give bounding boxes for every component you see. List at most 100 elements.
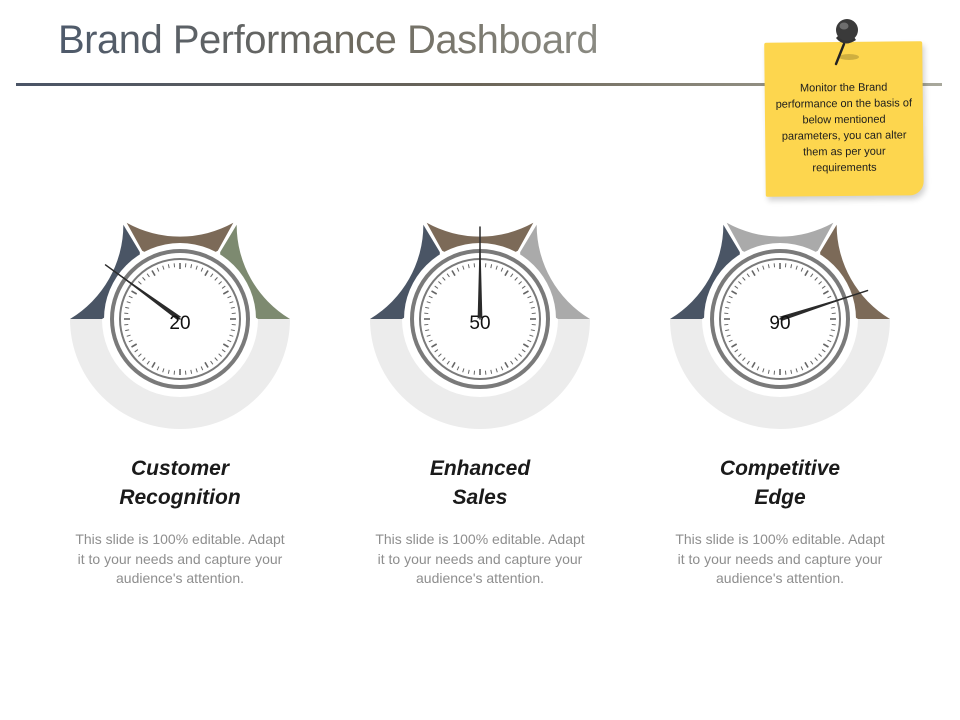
gauge-tick — [814, 357, 818, 361]
gauge-tick — [125, 306, 130, 309]
gauge-tick — [821, 349, 826, 353]
gauge-tick — [451, 270, 456, 277]
gauge-tick — [434, 285, 439, 289]
gauge-tick — [725, 329, 730, 332]
gauge-tick — [822, 290, 829, 295]
gauge-lower-ring — [70, 319, 290, 429]
gauge-tick — [490, 369, 493, 374]
gauge-tick — [830, 306, 835, 309]
gauge-description: This slide is 100% editable. Adapt it to… — [75, 531, 285, 586]
gauge-tick — [167, 369, 170, 374]
gauge-tick — [830, 329, 835, 332]
gauge-tick — [530, 306, 535, 309]
gauge-tick — [810, 273, 814, 278]
gauge-tick — [442, 277, 446, 281]
gauge-tick — [431, 343, 438, 348]
gauge-tick — [162, 265, 165, 270]
gauge-tick — [204, 270, 209, 277]
gauge-tick — [128, 295, 133, 299]
gauge-tick — [731, 290, 738, 295]
gauge-tick — [467, 264, 470, 269]
gauge-tick — [426, 301, 431, 304]
gauge-tick — [131, 290, 138, 295]
gauge-tick — [725, 306, 730, 309]
gauge-tick — [814, 277, 818, 281]
gauge-tick — [190, 369, 193, 374]
gauge-tick — [500, 267, 504, 272]
gauge-tick — [230, 329, 235, 332]
gauge-tick — [229, 301, 234, 304]
gauge-tick — [138, 353, 142, 357]
gauge-tick — [222, 343, 229, 348]
pushpin-icon — [834, 19, 859, 66]
gauge-heading: Competitive Edge — [670, 454, 890, 512]
gauge-tick — [146, 273, 150, 278]
gauge-tick — [446, 273, 450, 278]
gauge-tick — [529, 334, 534, 337]
gauge-tick — [746, 360, 750, 365]
gauge-tick — [527, 339, 532, 343]
gauge-tick — [425, 306, 430, 309]
gauge-tick — [827, 295, 832, 299]
gauge-heading-line: Sales — [452, 486, 508, 509]
gauge-tick — [527, 295, 532, 299]
gauge-tick — [126, 334, 131, 337]
gauge-tick — [504, 361, 509, 368]
page-title: Brand Performance Dashboard — [58, 14, 599, 66]
gauge-lower-ring — [670, 319, 890, 429]
gauge-lower-ring — [370, 319, 590, 429]
gauge-tick — [456, 267, 460, 272]
gauge-enhanced-sales: 50 — [365, 204, 595, 434]
gauge-needle-line — [779, 289, 869, 320]
gauge-tick — [125, 329, 130, 332]
gauge-tick — [230, 306, 235, 309]
gauge-value: 50 — [469, 313, 491, 334]
gauge-tick — [151, 270, 156, 277]
gauge-tick — [195, 368, 198, 373]
gauge-tick — [804, 361, 809, 368]
gauge-heading-line: Edge — [754, 486, 806, 509]
gauge-tick — [790, 264, 793, 269]
gauge-tick — [530, 329, 535, 332]
gauge-tick — [734, 349, 739, 353]
gauge-competitive-edge: 90 — [665, 204, 895, 434]
gauge-tick — [500, 366, 504, 371]
gauge-tick — [514, 357, 518, 361]
gauge-tick — [529, 301, 534, 304]
gauge-tick — [800, 366, 804, 371]
gauge-needle-line — [104, 264, 181, 320]
gauge-tick — [726, 334, 731, 337]
gauge-tick — [434, 349, 439, 353]
gauge-heading-line: Enhanced — [429, 457, 531, 480]
gauge-tick — [222, 290, 229, 295]
gauge-tick — [767, 264, 770, 269]
gauge-tick — [227, 295, 232, 299]
gauge-tick — [804, 270, 809, 277]
gauge-tick — [156, 366, 160, 371]
gauge-tick — [431, 290, 438, 295]
gauge-tick — [151, 361, 156, 368]
gauge-tick — [738, 281, 742, 285]
gauge-tick — [522, 343, 529, 348]
gauge-heading-line: Recognition — [119, 486, 241, 509]
gauge-tick — [790, 369, 793, 374]
gauge-tick — [428, 339, 433, 343]
gauge-outer-ring — [710, 249, 850, 389]
gauge-tick — [142, 357, 146, 361]
gauge-tick — [756, 267, 760, 272]
gauge-tick — [214, 277, 218, 281]
gauge-tick — [827, 339, 832, 343]
gauge-tick — [162, 368, 165, 373]
gauge-tick — [200, 366, 204, 371]
gauge-tick — [762, 368, 765, 373]
gauge-tick — [756, 366, 760, 371]
gauge-outer-ring — [110, 249, 250, 389]
gauge-tick — [518, 281, 522, 285]
gauge-tick — [822, 343, 829, 348]
gauge-tick — [795, 265, 798, 270]
gauge-tick — [456, 366, 460, 371]
gauge-tick — [742, 277, 746, 281]
gauge-tick — [128, 339, 133, 343]
gauge-tick — [818, 281, 822, 285]
gauge-tick — [762, 265, 765, 270]
